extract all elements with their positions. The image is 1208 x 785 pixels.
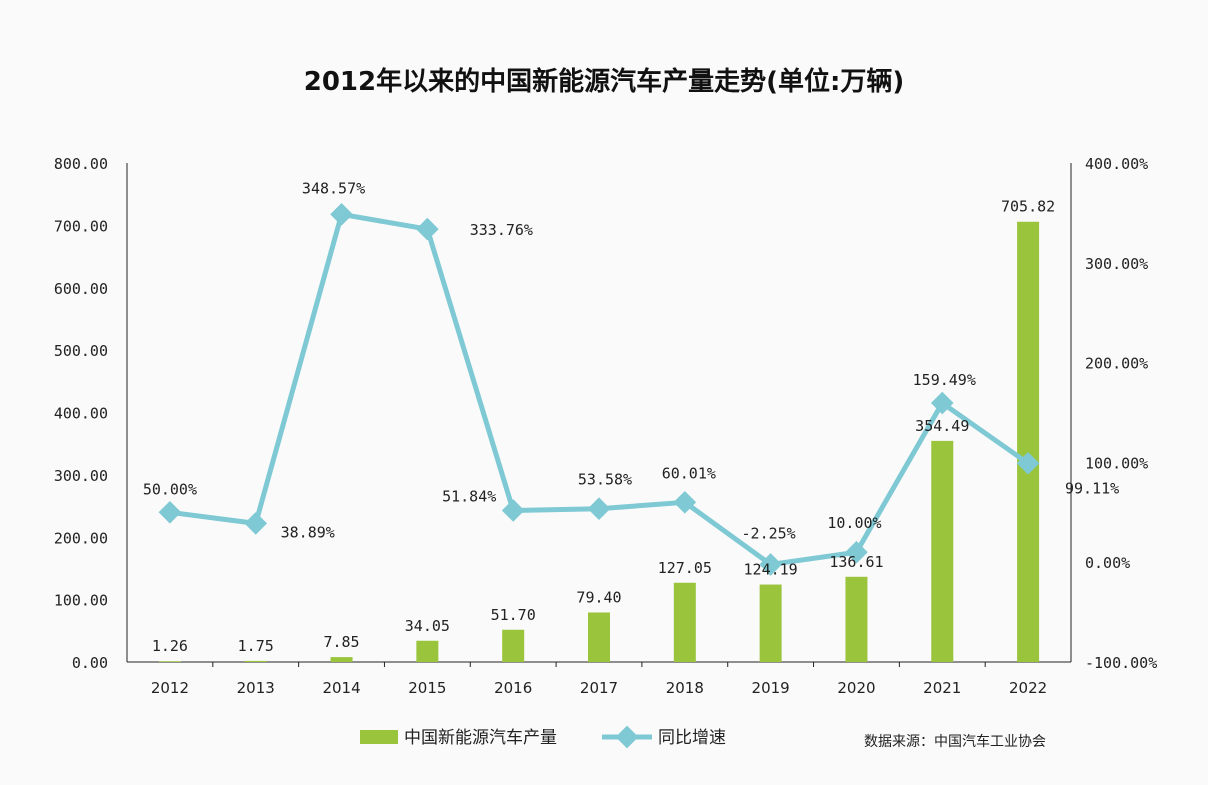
growth-value-label: 38.89% (281, 523, 335, 541)
growth-value-label: 159.49% (913, 371, 976, 389)
bar-value-label: 124.19 (744, 561, 798, 579)
y-right-tick-label: 100.00% (1085, 454, 1148, 472)
axes: 0.00 100.00 200.00 300.00 400.00 500.00 600.00… (54, 155, 1157, 697)
bar-value-label: 1.26 (152, 637, 188, 655)
y-right-tick-label: 400.00% (1085, 155, 1148, 173)
growth-value-label: 348.57% (302, 179, 365, 197)
x-tick-label: 2022 (1009, 679, 1047, 697)
y-right-tick-label: -100.00% (1085, 654, 1157, 672)
growth-point (501, 499, 525, 522)
bar-value-label: 354.49 (915, 417, 969, 435)
legend-line-marker (615, 725, 639, 749)
bar (759, 584, 782, 662)
bar-value-label: 127.05 (658, 559, 712, 577)
growth-point (587, 497, 611, 521)
bar (1017, 221, 1040, 662)
bar-value-label: 34.05 (405, 617, 450, 635)
growth-value-label: 53.58% (578, 471, 632, 489)
y-left-tick-label: 800.00 (54, 155, 108, 173)
x-tick-label: 2014 (322, 679, 360, 697)
y-left-tick-label: 600.00 (54, 280, 108, 298)
bar (416, 640, 439, 662)
y-left-tick-label: 300.00 (54, 467, 108, 485)
bar (158, 661, 181, 662)
growth-point (930, 391, 954, 415)
x-tick-label: 2012 (151, 679, 189, 697)
bar (845, 576, 868, 662)
y-left-tick-label: 200.00 (54, 529, 108, 547)
growth-point (845, 540, 868, 564)
growth-point (416, 217, 439, 241)
bar-value-label: 51.70 (491, 606, 536, 624)
bar (330, 657, 353, 662)
y-right-tick-label: 0.00% (1085, 554, 1130, 572)
y-left-tick-label: 400.00 (54, 405, 108, 423)
bars (158, 221, 1040, 662)
data-labels: 1.26 1.75 7.85 34.05 51.70 79.40 127.05 124.19 1… (143, 179, 1119, 655)
y-left-tick-label: 0.00 (72, 654, 108, 672)
x-tick-label: 2017 (580, 679, 618, 697)
growth-value-label: 50.00% (143, 480, 197, 498)
x-tick-label: 2018 (666, 679, 704, 697)
y-left-tick-label: 500.00 (54, 342, 108, 360)
growth-value-label: 333.76% (470, 221, 533, 239)
x-tick-label: 2013 (237, 679, 275, 697)
bar (588, 612, 610, 662)
source-note: 数据来源：中国汽车工业协会 (864, 733, 1046, 750)
bar-value-label: 136.61 (829, 553, 883, 571)
growth-point (158, 500, 182, 524)
growth-line (158, 203, 1040, 576)
growth-value-label: 51.84% (442, 487, 496, 505)
x-tick-label: 2015 (408, 679, 446, 697)
bar (931, 440, 954, 662)
growth-value-label: 60.01% (662, 464, 716, 482)
legend: 中国新能源汽车产量 同比增速 (360, 725, 726, 749)
growth-point (759, 553, 782, 576)
bar-value-label: 705.82 (1001, 198, 1055, 216)
growth-value-label: 10.00% (827, 514, 881, 532)
bar (502, 629, 525, 662)
legend-line-label: 同比增速 (658, 728, 726, 748)
growth-point (244, 512, 268, 535)
y-right-tick-label: 300.00% (1085, 255, 1148, 273)
bar-value-label: 7.85 (323, 633, 359, 651)
bar (244, 660, 267, 662)
bar (673, 582, 696, 662)
legend-bar-label: 中国新能源汽车产量 (404, 728, 557, 748)
y-left-tick-label: 700.00 (54, 217, 108, 235)
bar-value-label: 79.40 (576, 588, 621, 606)
x-tick-label: 2021 (923, 679, 961, 697)
growth-point (330, 203, 353, 226)
growth-point (673, 490, 697, 514)
y-left-tick-label: 100.00 (54, 592, 108, 610)
y-right-tick-label: 200.00% (1085, 355, 1148, 373)
legend-bar-swatch (360, 730, 398, 744)
growth-value-label: -2.25% (742, 524, 796, 542)
x-tick-label: 2019 (752, 679, 790, 697)
x-tick-label: 2020 (837, 679, 875, 697)
chart-title: 2012年以来的中国新能源汽车产量走势(单位:万辆) (304, 66, 905, 97)
x-tick-label: 2016 (494, 679, 532, 697)
bar-value-label: 1.75 (238, 637, 274, 655)
growth-value-label: 99.11% (1065, 479, 1119, 497)
